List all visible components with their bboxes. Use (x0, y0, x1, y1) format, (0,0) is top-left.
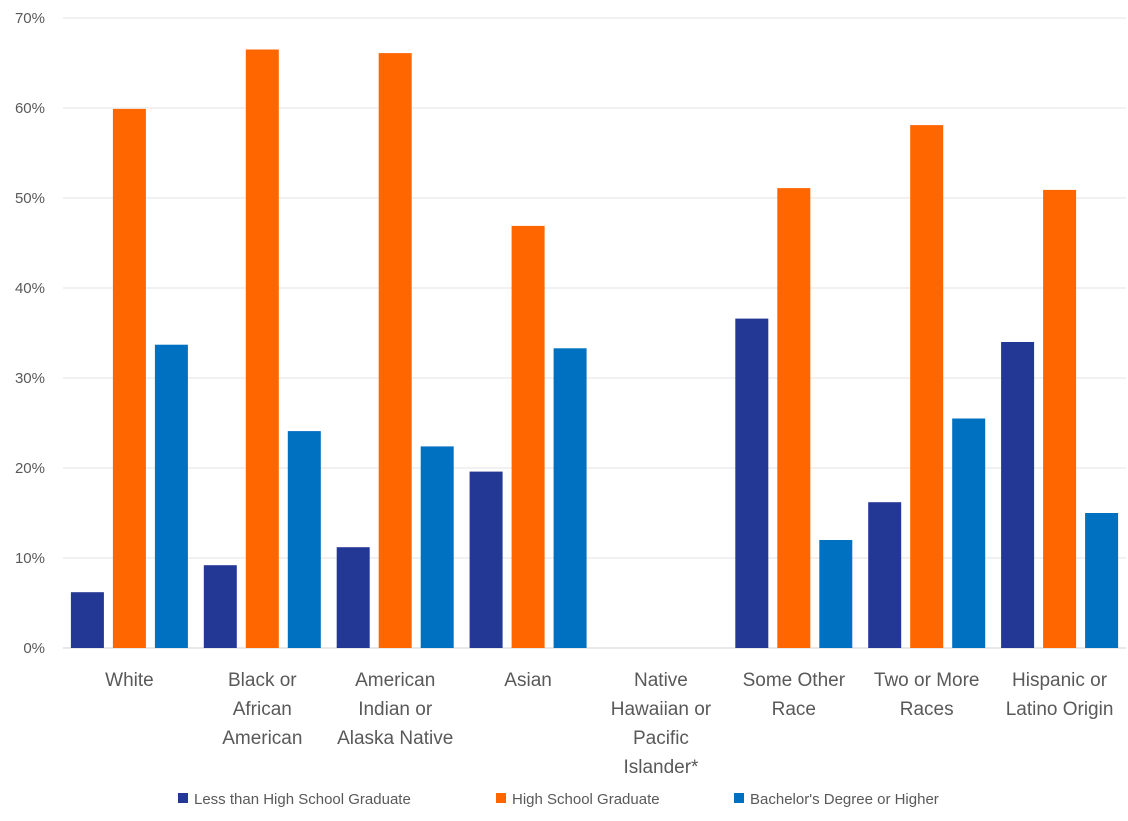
bar (1043, 189, 1077, 648)
bar (1085, 513, 1119, 648)
x-tick-line: Hawaiian or (611, 699, 712, 720)
x-tick-line: American (222, 728, 302, 749)
legend-swatch (734, 793, 744, 803)
x-tick-line: Black or (228, 670, 297, 691)
bar (378, 53, 412, 649)
x-tick-line: Latino Origin (1006, 699, 1114, 720)
legend-swatch (496, 793, 506, 803)
bar (469, 471, 503, 648)
x-tick-line: Two or More (874, 670, 980, 691)
legend-swatch (178, 793, 188, 803)
bar (868, 502, 902, 648)
bar (1001, 342, 1035, 648)
x-tick-line: Alaska Native (337, 728, 453, 749)
y-tick-label: 70% (15, 10, 45, 27)
y-tick-label: 0% (23, 640, 45, 657)
x-tick-line: Hispanic or (1012, 670, 1108, 691)
x-tick-label: Asian (504, 670, 552, 691)
x-tick-line: Asian (504, 670, 552, 691)
bar (952, 418, 986, 648)
x-tick-line: Some Other (743, 670, 846, 691)
x-tick-label: Two or More Races (874, 670, 980, 720)
legend-label: High School Graduate (512, 791, 660, 808)
x-tick-label: White (105, 670, 154, 691)
x-tick-line: American (355, 670, 435, 691)
x-tick-line: Indian or (358, 699, 433, 720)
bar (420, 446, 454, 648)
bar (910, 125, 944, 649)
x-tick-line: Pacific (633, 728, 689, 749)
y-tick-label: 40% (15, 280, 45, 297)
bar (245, 49, 279, 648)
bar (70, 592, 104, 648)
y-tick-label: 50% (15, 190, 45, 207)
x-tick-line: African (233, 699, 292, 720)
bar (203, 565, 237, 648)
x-tick-line: Races (900, 699, 954, 720)
x-tick-label: Black or African American (222, 670, 302, 749)
x-tick-label: American Indian or Alaska Native (337, 670, 453, 749)
legend: Less than High School Graduate High Schoo… (178, 791, 939, 808)
x-tick-label: Some Other Race (743, 670, 846, 720)
x-tick-line: Native (634, 670, 688, 691)
y-tick-label: 30% (15, 370, 45, 387)
bar (553, 348, 587, 648)
y-tick-label: 10% (15, 550, 45, 567)
x-tick-label: Native Hawaiian or Pacific Islander* (611, 670, 712, 778)
x-tick-line: White (105, 670, 154, 691)
legend-label: Less than High School Graduate (194, 791, 411, 808)
bar (112, 108, 146, 648)
x-tick-label: Hispanic or Latino Origin (1006, 670, 1114, 720)
bar (819, 540, 853, 648)
bar (511, 225, 545, 648)
y-tick-label: 60% (15, 100, 45, 117)
legend-label: Bachelor's Degree or Higher (750, 791, 939, 808)
y-tick-label: 20% (15, 460, 45, 477)
bar (154, 344, 188, 648)
x-tick-line: Islander* (623, 757, 699, 778)
gridlines (63, 17, 1126, 649)
bar (336, 547, 370, 648)
bar (777, 188, 811, 648)
bar (287, 431, 321, 648)
x-tick-line: Race (772, 699, 816, 720)
bar (735, 318, 769, 648)
bars (70, 49, 1119, 649)
